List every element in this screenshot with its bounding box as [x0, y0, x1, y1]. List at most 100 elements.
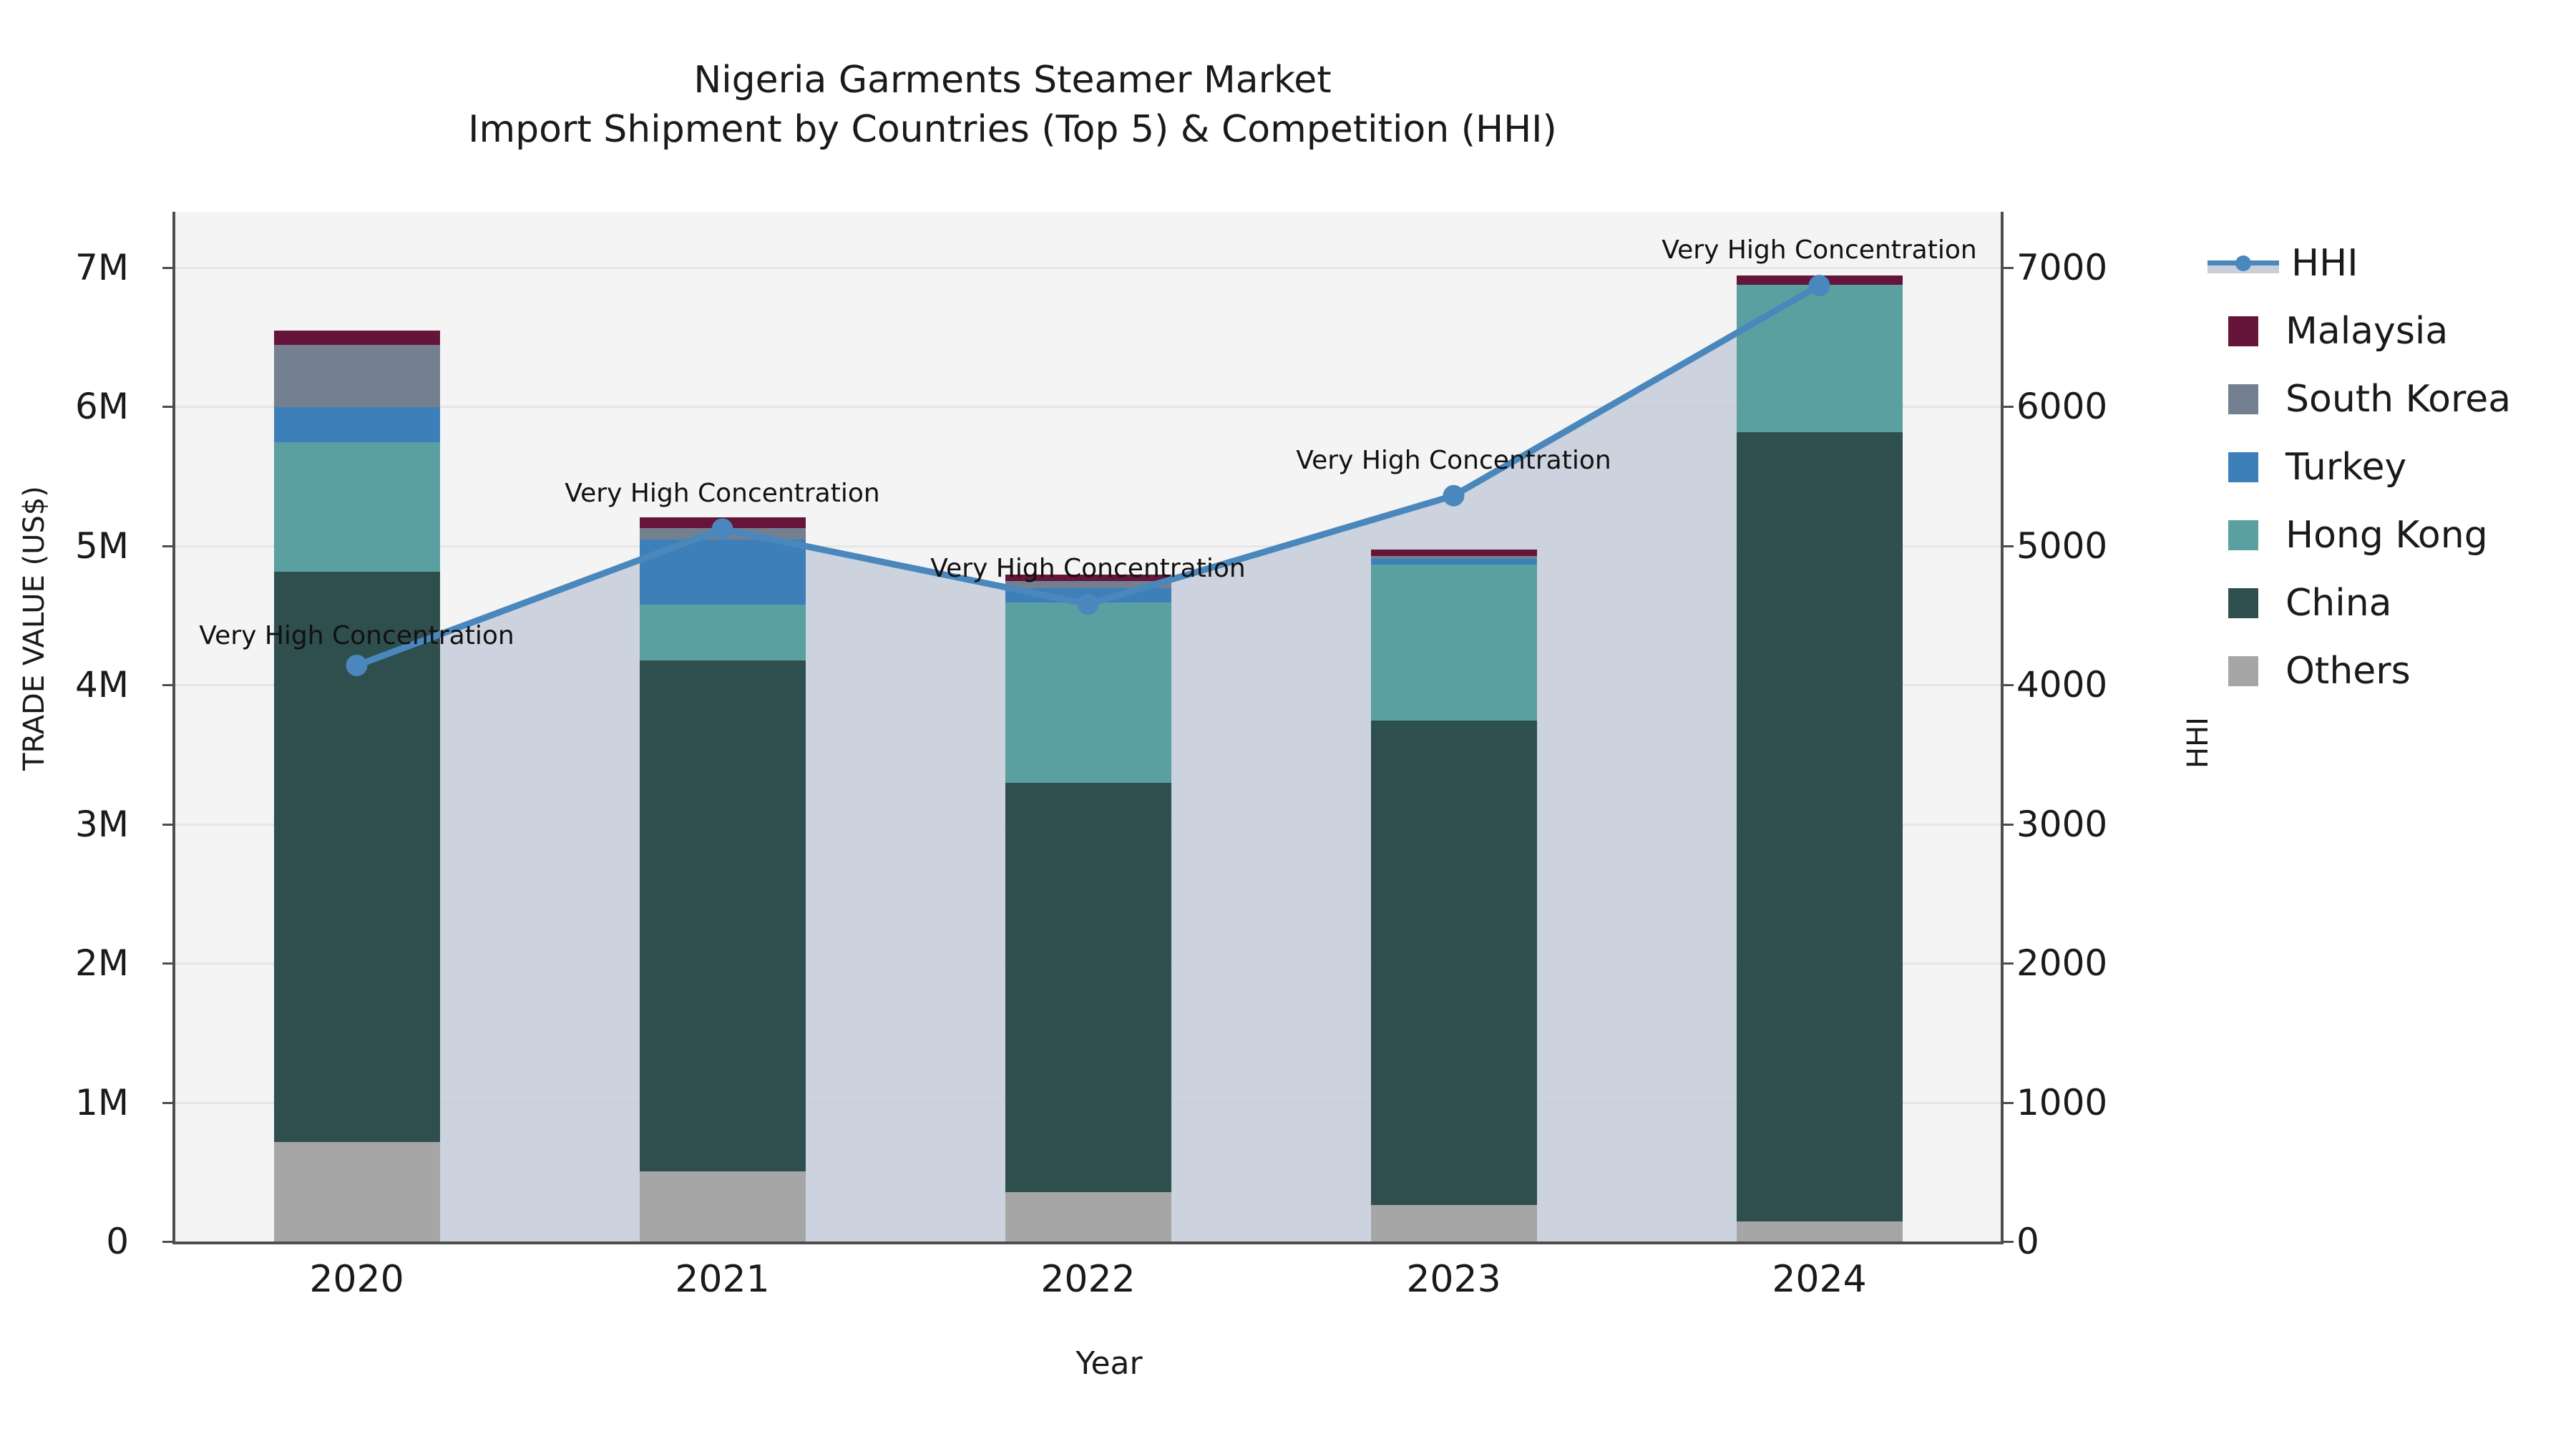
- y-tick-label-right: 6000: [2016, 386, 2108, 428]
- y-tick-mark-left: [162, 545, 174, 547]
- bar-segment-china[interactable]: [1370, 720, 1537, 1205]
- y-axis-left-spine: [172, 212, 175, 1244]
- y-tick-label-right: 3000: [2016, 803, 2108, 845]
- annotation-2020: Very High Concentration: [199, 620, 514, 650]
- y-tick-mark-right: [2002, 1241, 2014, 1243]
- annotation-2023: Very High Concentration: [1296, 445, 1611, 475]
- y-tick-label-left: 6M: [75, 386, 129, 428]
- y-tick-label-right: 4000: [2016, 664, 2108, 706]
- bar-group-2023[interactable]: [1370, 212, 1537, 1242]
- legend-item-hhi[interactable]: HHI: [2207, 229, 2576, 297]
- legend-item-turkey[interactable]: Turkey: [2207, 433, 2576, 501]
- annotation-2021: Very High Concentration: [565, 479, 880, 509]
- y-tick-label-right: 1000: [2016, 1081, 2108, 1123]
- bar-segment-china[interactable]: [639, 660, 806, 1171]
- y-tick-mark-right: [2002, 823, 2014, 826]
- bar-segment-hong-kong[interactable]: [1736, 285, 1903, 433]
- legend-swatch: [2228, 655, 2258, 686]
- bar-segment-others[interactable]: [1736, 1221, 1903, 1242]
- y-tick-mark-left: [162, 1101, 174, 1104]
- x-axis-spine: [174, 1241, 2002, 1244]
- legend-label: Hong Kong: [2285, 513, 2488, 557]
- bar-segment-malaysia[interactable]: [1370, 549, 1537, 557]
- y-tick-label-right: 7000: [2016, 246, 2108, 288]
- bar-group-2021[interactable]: [639, 212, 806, 1242]
- legend-item-hong-kong[interactable]: Hong Kong: [2207, 501, 2576, 569]
- legend-item-south-korea[interactable]: South Korea: [2207, 365, 2576, 433]
- legend-swatch: [2228, 519, 2258, 550]
- bar-segment-malaysia[interactable]: [1005, 574, 1171, 582]
- y-tick-label-right: 5000: [2016, 525, 2108, 567]
- annotation-2022: Very High Concentration: [930, 554, 1246, 584]
- legend-label: Turkey: [2285, 445, 2407, 489]
- bar-segment-others[interactable]: [1005, 1192, 1171, 1242]
- y-tick-mark-right: [2002, 545, 2014, 547]
- y-tick-mark-left: [162, 406, 174, 409]
- bar-segment-hong-kong[interactable]: [1370, 565, 1537, 721]
- bar-segment-others[interactable]: [639, 1171, 806, 1242]
- legend-item-china[interactable]: China: [2207, 569, 2576, 637]
- bar-segment-malaysia[interactable]: [273, 331, 440, 345]
- bar-segment-others[interactable]: [273, 1142, 440, 1242]
- y-tick-label-left: 5M: [75, 525, 129, 567]
- y-tick-label-left: 0: [106, 1221, 129, 1262]
- legend-swatch: [2228, 316, 2258, 346]
- x-tick-label-2022: 2022: [1040, 1258, 1136, 1301]
- x-tick-label-2020: 2020: [309, 1258, 404, 1301]
- chart-title-block: Nigeria Garments Steamer Market Import S…: [0, 56, 2025, 154]
- bar-segment-south-korea[interactable]: [273, 344, 440, 408]
- legend-label: HHI: [2291, 241, 2358, 285]
- bar-segment-hong-kong[interactable]: [1005, 602, 1171, 784]
- y-tick-label-left: 4M: [75, 664, 129, 706]
- bar-segment-hong-kong[interactable]: [273, 441, 440, 572]
- bar-group-2020[interactable]: [273, 212, 440, 1242]
- x-axis-title: Year: [1075, 1345, 1143, 1382]
- bar-segment-china[interactable]: [1736, 432, 1903, 1221]
- gridline: [174, 266, 2002, 269]
- y-tick-label-right: 0: [2016, 1221, 2039, 1262]
- y-tick-label-left: 2M: [75, 942, 129, 985]
- legend-swatch: [2228, 587, 2258, 618]
- x-tick-label-2023: 2023: [1406, 1258, 1501, 1301]
- legend-swatch: [2228, 452, 2258, 482]
- chart-title: Nigeria Garments Steamer Market: [693, 59, 1332, 102]
- y-tick-mark-right: [2002, 962, 2014, 965]
- y-tick-mark-right: [2002, 684, 2014, 687]
- y-tick-label-left: 3M: [75, 803, 129, 845]
- bar-group-2024[interactable]: [1736, 212, 1903, 1242]
- x-tick-label-2024: 2024: [1772, 1258, 1867, 1301]
- bar-segment-hong-kong[interactable]: [639, 605, 806, 661]
- bar-segment-turkey[interactable]: [273, 407, 440, 442]
- legend-item-others[interactable]: Others: [2207, 637, 2576, 705]
- y-tick-mark-right: [2002, 1101, 2014, 1104]
- chart-legend: HHI Malaysia South Korea Turkey Hong Kong Chi…: [2207, 229, 2576, 705]
- plot-area: [174, 212, 2002, 1243]
- legend-label: South Korea: [2285, 377, 2512, 421]
- gridline: [174, 406, 2002, 409]
- y-axis-left-title: TRADE VALUE (US$): [18, 486, 51, 771]
- gridline: [174, 545, 2002, 547]
- legend-item-malaysia[interactable]: Malaysia: [2207, 297, 2576, 365]
- bar-segment-china[interactable]: [1005, 783, 1171, 1192]
- y-tick-mark-right: [2002, 266, 2014, 269]
- annotation-2024: Very High Concentration: [1662, 235, 1977, 265]
- legend-swatch: [2228, 384, 2258, 414]
- bar-segment-others[interactable]: [1370, 1204, 1537, 1242]
- legend-label: Malaysia: [2285, 309, 2449, 353]
- legend-label: Others: [2285, 649, 2411, 693]
- bar-segment-turkey[interactable]: [1370, 559, 1537, 565]
- bar-segment-south-korea[interactable]: [1005, 581, 1171, 589]
- x-tick-label-2021: 2021: [675, 1258, 770, 1301]
- y-tick-mark-left: [162, 962, 174, 965]
- y-tick-label-right: 2000: [2016, 942, 2108, 985]
- bar-segment-south-korea[interactable]: [1370, 556, 1537, 560]
- y-tick-label-left: 7M: [75, 246, 129, 288]
- y-tick-mark-left: [162, 1241, 174, 1243]
- hhi-line-series: [174, 212, 2002, 1242]
- y-tick-label-left: 1M: [75, 1081, 129, 1123]
- y-tick-mark-left: [162, 823, 174, 826]
- chart-subtitle: Import Shipment by Countries (Top 5) & C…: [468, 107, 1557, 151]
- legend-line-marker: [2207, 248, 2279, 278]
- legend-label: China: [2285, 581, 2392, 625]
